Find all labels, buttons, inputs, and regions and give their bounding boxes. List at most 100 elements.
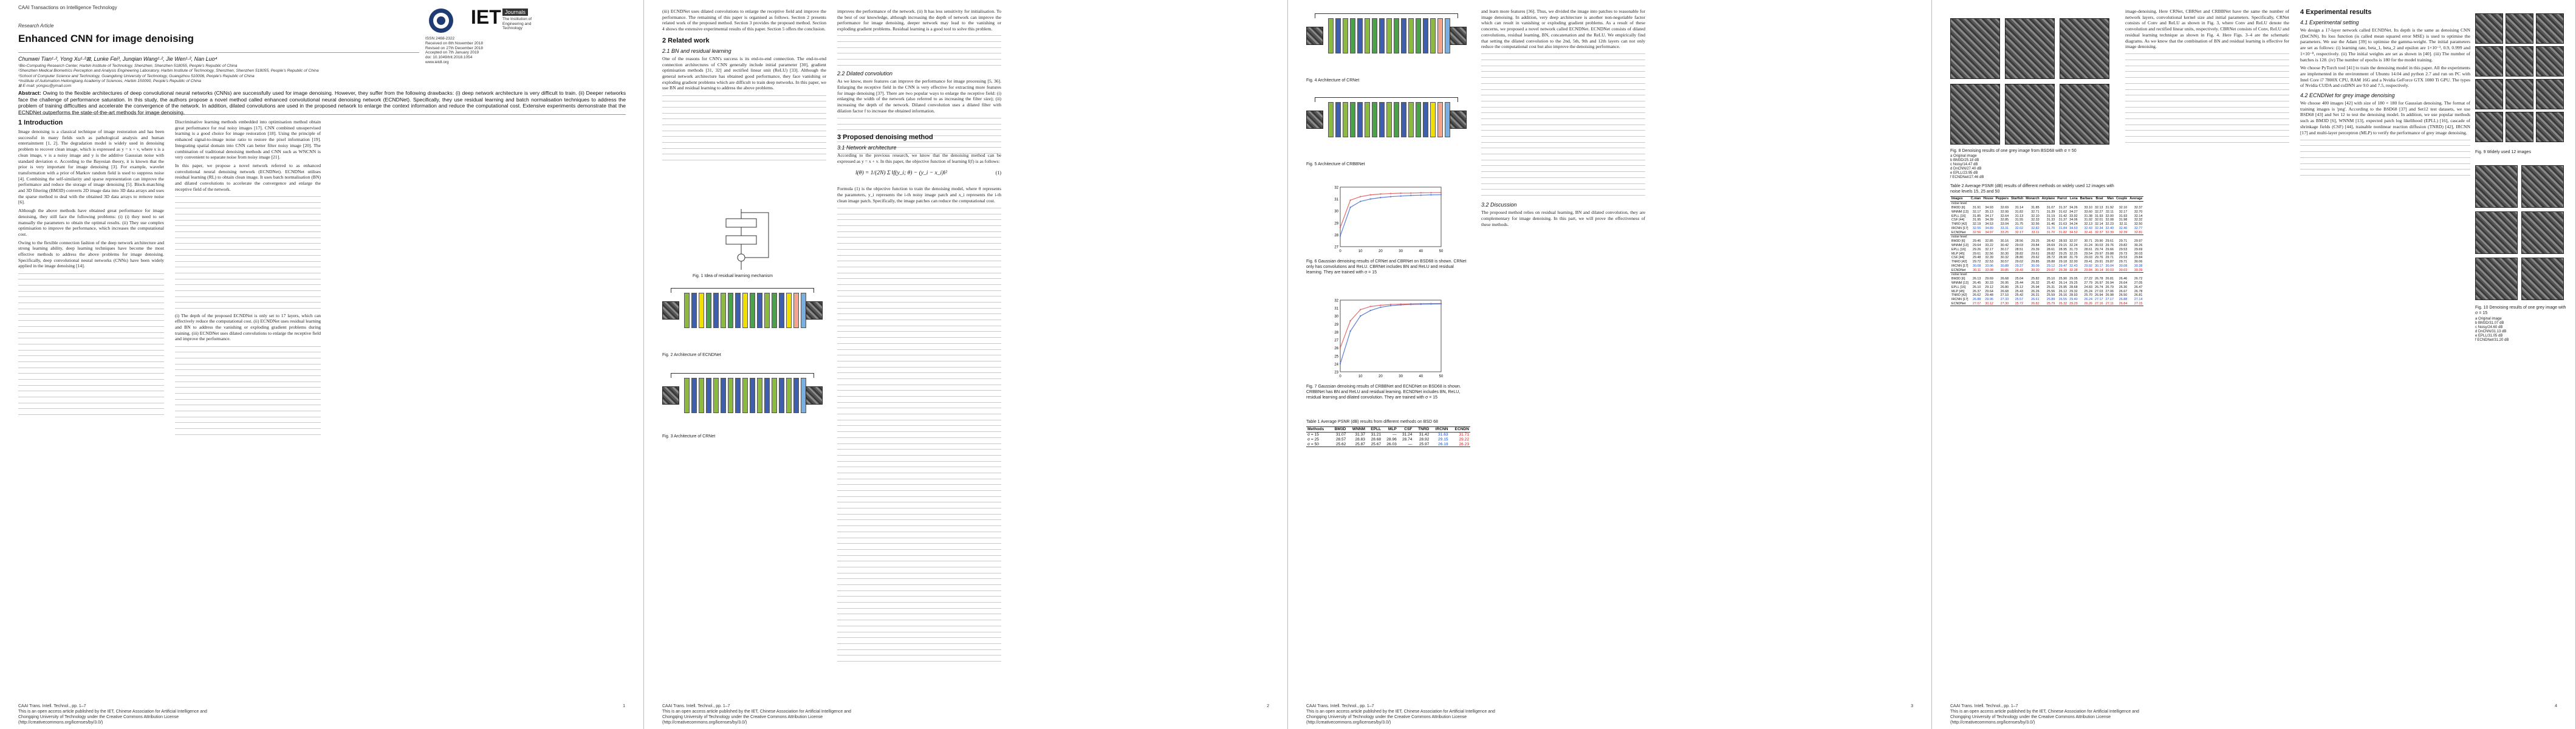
table-cell: 27.11 [2105, 301, 2114, 306]
table-header-cell: IRCNN [1435, 427, 1448, 432]
data-point [1440, 303, 1442, 305]
table-cell: 26.88 [2119, 298, 2128, 302]
layer-block [779, 293, 784, 328]
table-cell: 32.39 [2105, 230, 2114, 234]
table-cell: 32.32 [2134, 218, 2143, 222]
paragraph: According to the previous research, we k… [837, 152, 1001, 164]
table-cell: 29.96 [1985, 298, 1993, 302]
data-point [1380, 306, 1382, 308]
table-cell: 29.73 [2119, 252, 2128, 256]
layer-block [750, 293, 755, 328]
table-header-cell: Parrot [2057, 197, 2067, 201]
table-row: EPLL [16] 31.85 34.17 32.64 31.13 32.10 31.19 3… [1950, 214, 2143, 218]
layer-block [1386, 18, 1392, 53]
text-line: a Original image [1950, 154, 1977, 158]
data-point [1389, 196, 1392, 197]
layer-block [1328, 102, 1334, 137]
paragraph: Owing to the flexible connection fashion… [18, 239, 164, 269]
page2-col2: improves the performance of the network.… [837, 9, 1001, 157]
table-cell: 32.82 [2031, 226, 2040, 230]
x-tick-label: 50 [1439, 250, 1444, 253]
subsection-setting: 4.1 Experimental setting [2300, 19, 2359, 26]
journal-name: CAAI Transactions on Intelligence Techno… [18, 5, 117, 10]
text-line: Chongqing University of Technology under… [662, 715, 823, 719]
layer-block [786, 378, 792, 413]
layer-block [721, 293, 726, 328]
y-tick-label: 28 [1334, 331, 1338, 335]
table-cell: 28.68 [2069, 285, 2078, 289]
table-cell: 25.04 [2015, 277, 2024, 281]
table-header-cell: Average [2129, 197, 2143, 201]
table-cell: 29.29 [2069, 301, 2078, 306]
layer-block [1437, 102, 1443, 137]
layer-block [1430, 18, 1436, 53]
figure-2: Fig. 2 Architecture of ECNDNet [662, 284, 826, 363]
table-cell: 26.03 [1386, 442, 1397, 447]
y-tick-label: 27 [1334, 246, 1338, 250]
table-cell: 26.32 [2031, 281, 2040, 286]
section-experiments: 4 Experimental results [2300, 9, 2372, 16]
text-line: (http://creativecommons.org/licenses/by/… [1306, 720, 1391, 725]
table-cell: 33.10 [2084, 205, 2093, 210]
table-cell: 26.10 [1972, 285, 1981, 289]
y-tick-label: 26 [1334, 347, 1338, 351]
output-image [806, 301, 823, 320]
layer-block [684, 378, 690, 413]
table-cell: 26.79 [2105, 285, 2114, 289]
table-cell: 25.42 [2015, 293, 2024, 298]
table-cell: 29.61 [1972, 252, 1981, 256]
table-cell: 30.57 [2000, 260, 2009, 264]
table-cell: 28.96 [1386, 437, 1397, 442]
text-line: Revised on 27th December 2018 [425, 46, 484, 50]
table-cell: 31.71 [1459, 433, 1469, 437]
layer-block [786, 293, 792, 328]
table-cell: ECNDNet [1951, 301, 1966, 306]
table-cell: 31.73 [2069, 247, 2078, 252]
table-cell: 28.90 [2058, 256, 2067, 260]
image-b [2005, 18, 2055, 79]
table-cell: 31.33 [2046, 218, 2055, 222]
table-cell: 32.07 [2069, 239, 2078, 244]
table-cell: 29.47 [2058, 264, 2067, 268]
table-cell: 32.56 [1972, 230, 1981, 234]
table-cell: 31.92 [2084, 218, 2093, 222]
table-cell: 25.94 [2031, 285, 2040, 289]
table-cell: 29.72 [1972, 260, 1981, 264]
data-point [1339, 235, 1341, 237]
x-tick-label: 0 [1339, 375, 1341, 378]
layer-block [1430, 102, 1436, 137]
layer-block [764, 378, 770, 413]
table-cell: 31.70 [2046, 226, 2055, 230]
table-cell: 30.17 [2000, 247, 2009, 252]
test-image-thumbnail [2506, 13, 2533, 44]
table-cell: 31.19 [2046, 214, 2055, 218]
table-cell: 33.25 [2000, 230, 2009, 234]
layer-block [742, 378, 748, 413]
x-tick-label: 40 [1419, 375, 1423, 378]
table-cell: 26.68 [2000, 277, 2009, 281]
table-cell: 27.22 [2084, 277, 2093, 281]
y-tick-label: 30 [1334, 210, 1338, 214]
layer-block [750, 378, 755, 413]
table-cell: 28.42 [2046, 239, 2055, 244]
output-image [806, 386, 823, 405]
text-line: Chongqing University of Technology under… [18, 715, 179, 719]
table-cell: 32.81 [2134, 230, 2143, 234]
group-label: noise level [1950, 272, 2144, 277]
subsection-bn: 2.1 BN and residual learning [662, 47, 731, 54]
table-row: IRCNN [17] 26.88 29.96 27.33 25.57 26.61 25.89… [1950, 298, 2143, 302]
layer-block [793, 293, 799, 328]
text-line: c Noisy/14.47 dB [1950, 163, 1978, 166]
table-row: MLP [45] 29.61 32.56 30.30 28.82 29.61 28.82 29… [1950, 252, 2143, 256]
table-cell: 32.11 [2105, 210, 2114, 214]
layer-block [742, 293, 748, 328]
x-tick-label: 20 [1379, 250, 1383, 253]
table-cell: 30.32 [2000, 256, 2009, 260]
table-cell: 25.87 [1355, 442, 1365, 447]
text-line: ⊠ E-mail: yongxu@ymail.com [18, 84, 72, 89]
table-cell: 32.56 [1985, 252, 1993, 256]
table-cell: 34.52 [2069, 230, 2078, 234]
layer-block [1408, 18, 1414, 53]
layer-block [1416, 18, 1421, 53]
